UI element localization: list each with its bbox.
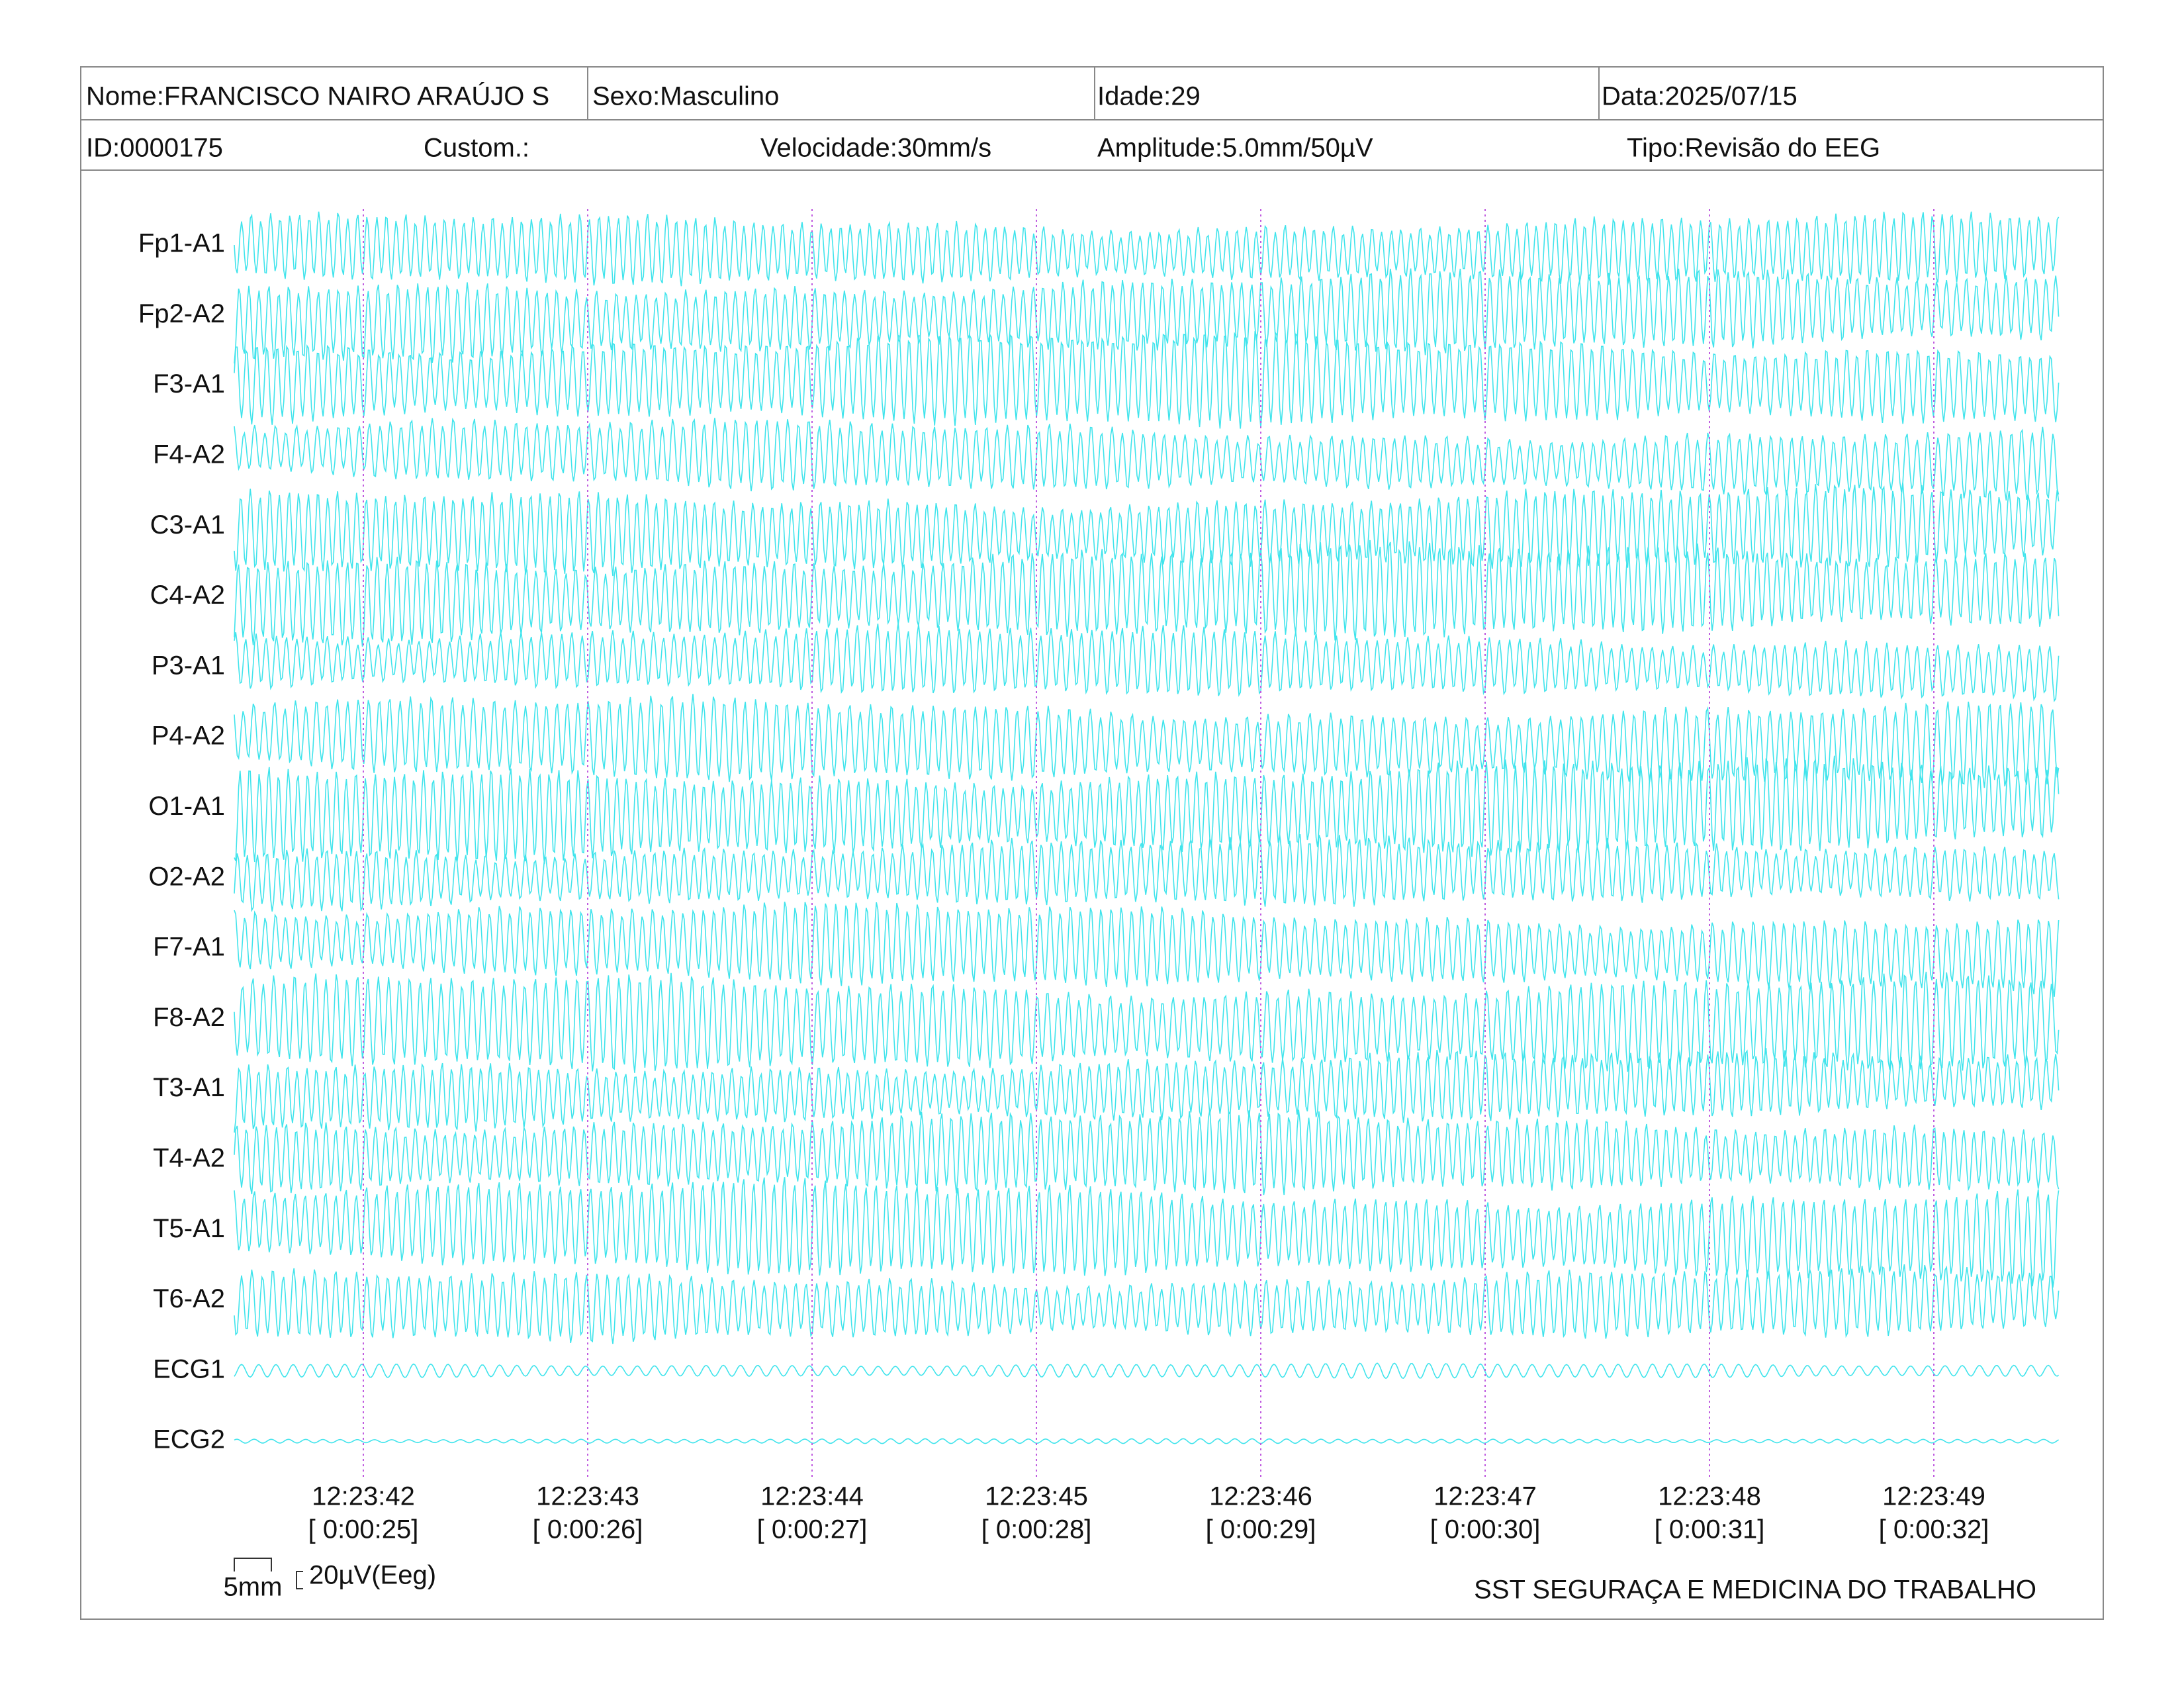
- channel-label: O1-A1: [148, 792, 225, 821]
- channel-label: C3-A1: [150, 510, 225, 539]
- channel-label: Fp1-A1: [138, 229, 225, 258]
- eeg-trace: [234, 1264, 2060, 1344]
- speed: Velocidade:30mm/s: [760, 134, 991, 163]
- eeg-trace: [234, 755, 2060, 865]
- channel-label: T5-A1: [153, 1214, 225, 1243]
- patient-sex: Sexo:Masculino: [592, 82, 779, 111]
- eeg-trace: [234, 623, 2060, 702]
- time-label: 12:23:48: [1658, 1482, 1761, 1511]
- channel-label: O2-A2: [148, 862, 225, 891]
- time-scale-bar: [234, 1558, 272, 1571]
- eeg-trace: [234, 971, 2060, 1073]
- time-markers: 12:23:42 [ 0:00:25] 12:23:43 [ 0:00:26] 12:2…: [308, 209, 1989, 1544]
- channel-label: ECG1: [153, 1354, 225, 1383]
- eeg-trace: [234, 694, 2060, 788]
- elapsed-label: [ 0:00:31]: [1655, 1515, 1765, 1544]
- channel-label: ECG2: [153, 1425, 225, 1454]
- elapsed-label: [ 0:00:32]: [1879, 1515, 1989, 1544]
- eeg-trace: [234, 1438, 2060, 1444]
- channel-label: F4-A2: [153, 440, 225, 469]
- eeg-trace: [234, 1047, 2060, 1133]
- time-scale-label: 5mm: [224, 1573, 283, 1602]
- eeg-trace: [234, 902, 2060, 997]
- patient-name: Nome:FRANCISCO NAIRO ARAÚJO S: [86, 81, 549, 111]
- channel-label: T3-A1: [153, 1073, 225, 1102]
- time-label: 12:23:45: [985, 1482, 1088, 1511]
- amplitude: Amplitude:5.0mm/50µV: [1097, 134, 1373, 163]
- time-label: 12:23:49: [1882, 1482, 1985, 1511]
- channel-label: F8-A2: [153, 1003, 225, 1032]
- time-label: 12:23:47: [1433, 1482, 1537, 1511]
- channel-label: T6-A2: [153, 1284, 225, 1313]
- eeg-trace: [234, 539, 2060, 647]
- elapsed-label: [ 0:00:28]: [981, 1515, 1092, 1544]
- eeg-trace: [234, 1109, 2060, 1196]
- elapsed-label: [ 0:00:26]: [533, 1515, 643, 1544]
- eeg-trace: [234, 211, 2060, 287]
- channel-label: P4-A2: [152, 722, 225, 751]
- elapsed-label: [ 0:00:30]: [1430, 1515, 1541, 1544]
- footer-org: SST SEGURAÇA E MEDICINA DO TRABALHO: [1474, 1575, 2036, 1605]
- eeg-trace: [234, 417, 2060, 501]
- channel-label: P3-A1: [152, 651, 225, 680]
- channel-label: F7-A1: [153, 933, 225, 962]
- record-date: Data:2025/07/15: [1602, 82, 1797, 111]
- elapsed-label: [ 0:00:27]: [757, 1515, 868, 1544]
- channel-label: C4-A2: [150, 581, 225, 610]
- eeg-trace: [234, 483, 2060, 577]
- eeg-trace: [234, 268, 2060, 364]
- eeg-trace: [234, 330, 2060, 429]
- elapsed-label: [ 0:00:29]: [1206, 1515, 1316, 1544]
- patient-age: Idade:29: [1097, 82, 1201, 111]
- eeg-trace: [234, 1177, 2060, 1288]
- record-type: Tipo:Revisão do EEG: [1627, 134, 1880, 163]
- time-label: 12:23:46: [1209, 1482, 1312, 1511]
- amplitude-scale-label: 20µV(Eeg): [309, 1561, 436, 1590]
- trace-area: [234, 211, 2060, 1444]
- elapsed-label: [ 0:00:25]: [308, 1515, 419, 1544]
- time-label: 12:23:42: [312, 1482, 415, 1511]
- channel-labels: Fp1-A1 Fp2-A2 F3-A1 F4-A2 C3-A1 C4-A2 P3-A1 P4-…: [138, 229, 225, 1454]
- eeg-trace: [234, 833, 2060, 913]
- eeg-trace: [234, 1362, 2060, 1380]
- channel-label: Fp2-A2: [138, 299, 225, 328]
- patient-id: ID:0000175: [86, 134, 223, 163]
- channel-label: F3-A1: [153, 369, 225, 399]
- channel-label: T4-A2: [153, 1143, 225, 1172]
- time-label: 12:23:44: [760, 1482, 864, 1511]
- custom-field: Custom.:: [424, 134, 529, 163]
- page-frame: [80, 66, 2104, 1620]
- time-label: 12:23:43: [536, 1482, 639, 1511]
- amplitude-scale-bar: [296, 1571, 303, 1589]
